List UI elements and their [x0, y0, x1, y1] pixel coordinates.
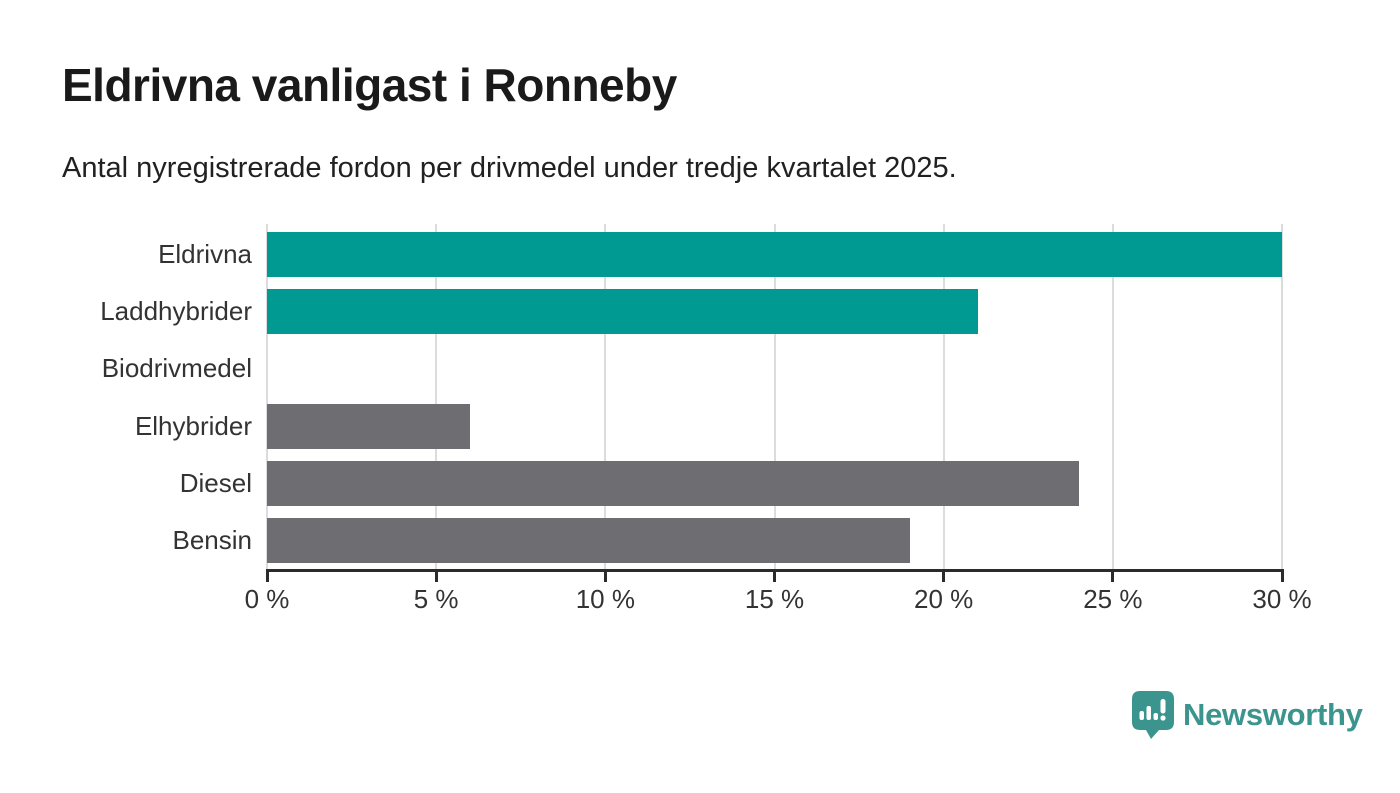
bar [267, 289, 978, 335]
bar [267, 232, 1282, 278]
category-label: Biodrivmedel [101, 353, 252, 384]
gridline [942, 224, 945, 569]
x-tick-label: 15 % [744, 584, 805, 614]
x-tick-label: 10 % [575, 584, 635, 614]
gridline [604, 224, 607, 569]
x-tick-label: 0 % [244, 584, 290, 614]
bar [267, 460, 1079, 506]
gridline [1111, 224, 1114, 569]
x-tick [942, 569, 946, 582]
x-tick-label: 20 % [914, 584, 974, 614]
chart-title: Eldrivna vanligast i Ronneby [62, 59, 677, 111]
bar [267, 518, 910, 564]
gridline [773, 224, 776, 569]
gridline [435, 224, 438, 569]
gridline [266, 224, 268, 569]
newsworthy-logo-icon [1132, 691, 1174, 739]
category-label: Eldrivna [158, 239, 252, 270]
chart-subtitle: Antal nyregistrerade fordon per drivmede… [62, 152, 957, 184]
x-tick [265, 569, 269, 582]
x-tick-label: 30 % [1252, 584, 1312, 614]
category-label: Laddhybrider [100, 296, 252, 327]
x-tick-label: 25 % [1083, 584, 1143, 614]
newsworthy-logo: Newsworthy [1132, 690, 1363, 740]
category-label: Bensin [172, 525, 253, 556]
x-tick [773, 569, 776, 582]
x-tick [1280, 569, 1284, 582]
gridline [1281, 224, 1283, 569]
x-tick [603, 569, 607, 582]
newsworthy-logo-text: Newsworthy [1183, 697, 1363, 732]
x-axis-line [265, 569, 1284, 572]
x-tick-label: 5 % [413, 584, 459, 614]
x-tick [434, 569, 438, 582]
category-label: Diesel [179, 467, 252, 498]
category-label: Elhybrider [134, 410, 252, 441]
x-tick [1111, 569, 1115, 582]
bar [267, 403, 470, 449]
